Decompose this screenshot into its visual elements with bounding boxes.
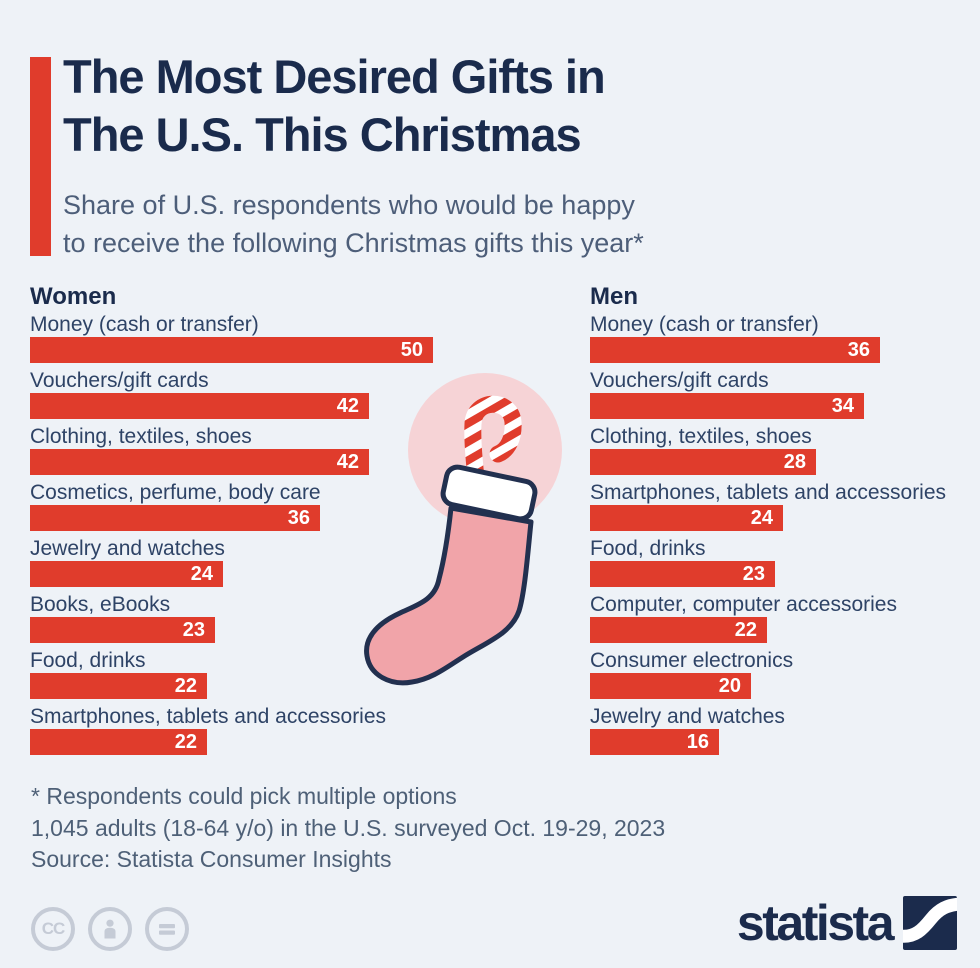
- bar-rows-men: Money (cash or transfer) 36 Vouchers/gif…: [590, 313, 978, 755]
- bar: 24: [30, 561, 223, 587]
- bar-label: Consumer electronics: [590, 649, 794, 672]
- bar-rows-women: Money (cash or transfer) 50 Vouchers/gif…: [30, 313, 470, 755]
- stocking-cuff: [440, 464, 538, 522]
- cc-glyph: CC: [41, 919, 66, 938]
- bar-label: Vouchers/gift cards: [30, 369, 209, 392]
- bar-row: Smartphones, tablets and accessories 22: [30, 705, 470, 755]
- bar-row: Jewelry and watches 16: [590, 705, 978, 755]
- bar-row: Vouchers/gift cards 34: [590, 369, 978, 419]
- bar: 42: [30, 449, 369, 475]
- bar: 36: [590, 337, 880, 363]
- bar: 24: [590, 505, 783, 531]
- creative-commons-icon: CC: [31, 907, 75, 951]
- bar: 16: [590, 729, 719, 755]
- column-men: Men Money (cash or transfer) 36 Vouchers…: [590, 283, 978, 761]
- statista-wordmark: statista: [736, 895, 895, 951]
- bar: 50: [30, 337, 433, 363]
- group-header-men: Men: [590, 283, 638, 310]
- bar-value: 24: [190, 562, 213, 585]
- bar-row: Money (cash or transfer) 50: [30, 313, 470, 363]
- bar-label: Books, eBooks: [30, 593, 171, 616]
- bar-value: 22: [174, 730, 197, 753]
- footnotes: * Respondents could pick multiple option…: [31, 781, 665, 876]
- bar-value: 36: [847, 338, 870, 361]
- bar: 22: [30, 673, 207, 699]
- bar-row: Clothing, textiles, shoes 42: [30, 425, 470, 475]
- statista-logo-icon: [903, 896, 957, 950]
- bar-value: 20: [718, 674, 741, 697]
- footnote-survey-details: 1,045 adults (18-64 y/o) in the U.S. sur…: [31, 814, 666, 841]
- candy-cane-icon: [464, 395, 522, 511]
- column-women: Women Money (cash or transfer) 50 Vouche…: [30, 283, 470, 761]
- chart-title: The Most Desired Gifts in The U.S. This …: [63, 50, 606, 161]
- bar: 22: [590, 617, 767, 643]
- equals-glyph: [159, 924, 175, 935]
- bar-value: 36: [287, 506, 310, 529]
- bar-label: Jewelry and watches: [30, 537, 225, 560]
- bar-label: Clothing, textiles, shoes: [590, 425, 812, 448]
- bar: 22: [30, 729, 207, 755]
- bar-row: Jewelry and watches 24: [30, 537, 470, 587]
- bar: 36: [30, 505, 320, 531]
- bar-value: 50: [400, 338, 423, 361]
- bar-row: Smartphones, tablets and accessories 24: [590, 481, 978, 531]
- bar-label: Smartphones, tablets and accessories: [590, 481, 947, 504]
- bar-value: 34: [831, 394, 854, 417]
- bar-value: 22: [174, 674, 197, 697]
- bar: 34: [590, 393, 864, 419]
- no-derivatives-equals-icon: [145, 907, 189, 951]
- bar-value: 42: [336, 394, 359, 417]
- bar-label: Jewelry and watches: [590, 705, 785, 728]
- bar-label: Smartphones, tablets and accessories: [30, 705, 387, 728]
- bar-value: 23: [742, 562, 765, 585]
- source-line: Source: Statista Consumer Insights: [31, 846, 392, 872]
- bar-value: 16: [686, 730, 709, 753]
- bar-row: Cosmetics, perfume, body care 36: [30, 481, 470, 531]
- bar-value: 42: [336, 450, 359, 473]
- bar-row: Consumer electronics 20: [590, 649, 978, 699]
- bar-label: Money (cash or transfer): [30, 313, 259, 336]
- person-glyph: [104, 919, 116, 939]
- bar: 28: [590, 449, 816, 475]
- attribution-person-icon: [88, 907, 132, 951]
- bar: 42: [30, 393, 369, 419]
- bar-value: 22: [734, 618, 757, 641]
- bar-value: 23: [182, 618, 205, 641]
- stocking-icon: [364, 505, 534, 686]
- statista-branding: statista: [737, 896, 957, 950]
- bar-value: 24: [750, 506, 773, 529]
- stocking-illustration: [364, 373, 562, 686]
- bar-row: Money (cash or transfer) 36: [590, 313, 978, 363]
- bar-label: Cosmetics, perfume, body care: [30, 481, 321, 504]
- chart-subtitle: Share of U.S. respondents who would be h…: [63, 190, 644, 258]
- bar-row: Books, eBooks 23: [30, 593, 470, 643]
- group-header-women: Women: [30, 283, 117, 310]
- bar-row: Computer, computer accessories 22: [590, 593, 978, 643]
- bar-value: 28: [783, 450, 806, 473]
- bar-label: Clothing, textiles, shoes: [30, 425, 252, 448]
- bar-label: Computer, computer accessories: [590, 593, 897, 616]
- bar-label: Food, drinks: [590, 537, 706, 560]
- bar-row: Food, drinks 23: [590, 537, 978, 587]
- bar-row: Clothing, textiles, shoes 28: [590, 425, 978, 475]
- bar-label: Food, drinks: [30, 649, 146, 672]
- title-accent-bar: [30, 57, 51, 256]
- bar-label: Vouchers/gift cards: [590, 369, 769, 392]
- license-badges: CC: [31, 907, 189, 951]
- bar-row: Food, drinks 22: [30, 649, 470, 699]
- bar-label: Money (cash or transfer): [590, 313, 819, 336]
- bar: 23: [30, 617, 215, 643]
- bar: 20: [590, 673, 751, 699]
- bar-row: Vouchers/gift cards 42: [30, 369, 470, 419]
- bar: 23: [590, 561, 775, 587]
- footnote-multiple-options: * Respondents could pick multiple option…: [31, 783, 457, 809]
